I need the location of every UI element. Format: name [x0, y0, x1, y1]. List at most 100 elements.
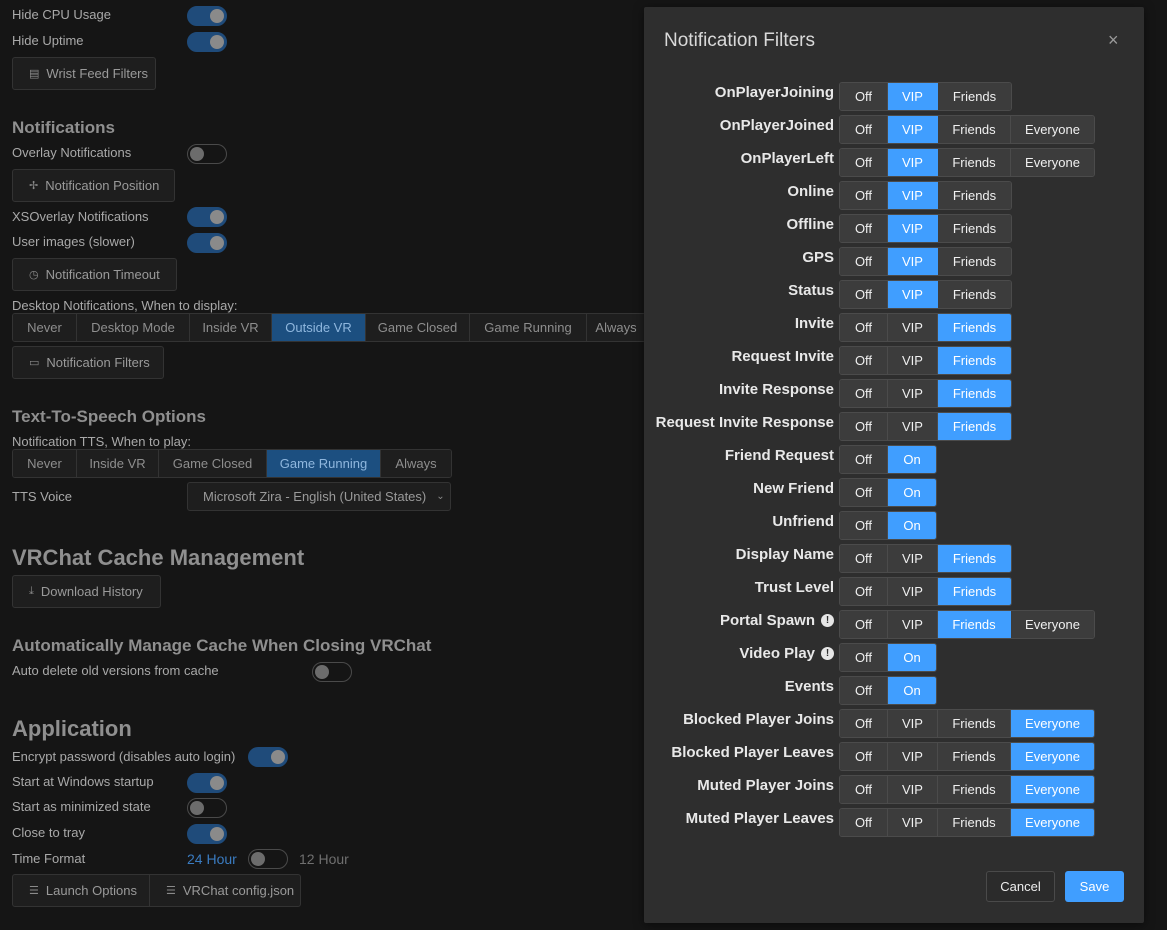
desktop-option-outside-vr[interactable]: Outside VR — [272, 314, 366, 341]
filter-option-off[interactable]: Off — [840, 116, 888, 143]
filter-option-vip[interactable]: VIP — [888, 710, 938, 737]
filter-option-friends[interactable]: Friends — [938, 776, 1011, 803]
encrypt-toggle[interactable] — [248, 747, 288, 767]
filter-option-off[interactable]: Off — [840, 83, 888, 110]
filter-option-off[interactable]: Off — [840, 479, 888, 506]
tts-option-inside-vr[interactable]: Inside VR — [77, 450, 159, 477]
filter-option-everyone[interactable]: Everyone — [1011, 611, 1094, 638]
filter-option-vip[interactable]: VIP — [888, 611, 938, 638]
filter-option-vip[interactable]: VIP — [888, 743, 938, 770]
filter-option-friends[interactable]: Friends — [938, 611, 1011, 638]
filter-option-off[interactable]: Off — [840, 281, 888, 308]
filter-option-friends[interactable]: Friends — [938, 281, 1011, 308]
filter-option-off[interactable]: Off — [840, 413, 888, 440]
filter-option-off[interactable]: Off — [840, 347, 888, 374]
filter-option-friends[interactable]: Friends — [938, 809, 1011, 836]
filter-option-off[interactable]: Off — [840, 248, 888, 275]
user-images-toggle[interactable] — [187, 233, 227, 253]
filter-option-everyone[interactable]: Everyone — [1011, 776, 1094, 803]
filter-option-on[interactable]: On — [888, 446, 936, 473]
filter-option-off[interactable]: Off — [840, 743, 888, 770]
save-button[interactable]: Save — [1065, 871, 1124, 902]
tts-option-game-running[interactable]: Game Running — [267, 450, 381, 477]
filter-option-off[interactable]: Off — [840, 809, 888, 836]
hide-cpu-toggle[interactable] — [187, 6, 227, 26]
filter-option-everyone[interactable]: Everyone — [1011, 743, 1094, 770]
filter-option-off[interactable]: Off — [840, 677, 888, 704]
filter-option-friends[interactable]: Friends — [938, 578, 1011, 605]
filter-option-off[interactable]: Off — [840, 314, 888, 341]
time-format-toggle[interactable] — [248, 849, 288, 869]
overlay-notifications-toggle[interactable] — [187, 144, 227, 164]
hide-uptime-toggle[interactable] — [187, 32, 227, 52]
filter-option-vip[interactable]: VIP — [888, 281, 938, 308]
filter-option-friends[interactable]: Friends — [938, 347, 1011, 374]
desktop-option-inside-vr[interactable]: Inside VR — [190, 314, 272, 341]
filter-option-friends[interactable]: Friends — [938, 182, 1011, 209]
tts-voice-select[interactable]: Microsoft Zira - English (United States)… — [187, 482, 451, 511]
desktop-option-game-closed[interactable]: Game Closed — [366, 314, 470, 341]
tts-option-never[interactable]: Never — [13, 450, 77, 477]
tts-option-always[interactable]: Always — [381, 450, 451, 477]
filter-option-off[interactable]: Off — [840, 776, 888, 803]
filter-option-friends[interactable]: Friends — [938, 413, 1011, 440]
notification-timeout-button[interactable]: ◷ Notification Timeout — [12, 258, 177, 291]
filter-option-vip[interactable]: VIP — [888, 83, 938, 110]
filter-option-off[interactable]: Off — [840, 380, 888, 407]
xsoverlay-toggle[interactable] — [187, 207, 227, 227]
startup-toggle[interactable] — [187, 773, 227, 793]
desktop-option-game-running[interactable]: Game Running — [470, 314, 587, 341]
filter-option-friends[interactable]: Friends — [938, 743, 1011, 770]
filter-option-vip[interactable]: VIP — [888, 116, 938, 143]
filter-option-friends[interactable]: Friends — [938, 215, 1011, 242]
tts-option-game-closed[interactable]: Game Closed — [159, 450, 267, 477]
desktop-option-never[interactable]: Never — [13, 314, 77, 341]
filter-option-vip[interactable]: VIP — [888, 578, 938, 605]
filter-option-friends[interactable]: Friends — [938, 149, 1011, 176]
filter-option-friends[interactable]: Friends — [938, 380, 1011, 407]
filter-option-vip[interactable]: VIP — [888, 809, 938, 836]
vrchat-config-button[interactable]: ☰ VRChat config.json — [149, 874, 301, 907]
wrist-feed-filters-button[interactable]: ▤ Wrist Feed Filters — [12, 57, 156, 90]
filter-option-friends[interactable]: Friends — [938, 545, 1011, 572]
auto-delete-toggle[interactable] — [312, 662, 352, 682]
filter-option-everyone[interactable]: Everyone — [1011, 116, 1094, 143]
filter-option-off[interactable]: Off — [840, 710, 888, 737]
filter-option-vip[interactable]: VIP — [888, 347, 938, 374]
filter-option-friends[interactable]: Friends — [938, 248, 1011, 275]
filter-option-off[interactable]: Off — [840, 215, 888, 242]
filter-option-on[interactable]: On — [888, 677, 936, 704]
notification-filters-button[interactable]: ▭ Notification Filters — [12, 346, 164, 379]
filter-option-everyone[interactable]: Everyone — [1011, 149, 1094, 176]
launch-options-button[interactable]: ☰ Launch Options — [12, 874, 150, 907]
filter-option-everyone[interactable]: Everyone — [1011, 710, 1094, 737]
filter-option-vip[interactable]: VIP — [888, 215, 938, 242]
filter-option-vip[interactable]: VIP — [888, 314, 938, 341]
desktop-option-always[interactable]: Always — [587, 314, 645, 341]
filter-option-vip[interactable]: VIP — [888, 413, 938, 440]
filter-option-off[interactable]: Off — [840, 644, 888, 671]
filter-option-vip[interactable]: VIP — [888, 545, 938, 572]
filter-option-off[interactable]: Off — [840, 578, 888, 605]
filter-option-off[interactable]: Off — [840, 611, 888, 638]
notification-position-button[interactable]: ✢ Notification Position — [12, 169, 175, 202]
filter-option-vip[interactable]: VIP — [888, 380, 938, 407]
download-history-button[interactable]: ⤓ Download History — [12, 575, 161, 608]
filter-option-off[interactable]: Off — [840, 545, 888, 572]
filter-option-off[interactable]: Off — [840, 446, 888, 473]
filter-option-off[interactable]: Off — [840, 149, 888, 176]
filter-option-on[interactable]: On — [888, 479, 936, 506]
filter-option-friends[interactable]: Friends — [938, 83, 1011, 110]
desktop-option-desktop-mode[interactable]: Desktop Mode — [77, 314, 190, 341]
filter-option-vip[interactable]: VIP — [888, 776, 938, 803]
tray-toggle[interactable] — [187, 824, 227, 844]
filter-option-vip[interactable]: VIP — [888, 248, 938, 275]
filter-option-vip[interactable]: VIP — [888, 149, 938, 176]
filter-option-friends[interactable]: Friends — [938, 314, 1011, 341]
filter-option-off[interactable]: Off — [840, 512, 888, 539]
close-icon[interactable]: × — [1108, 30, 1119, 50]
filter-option-friends[interactable]: Friends — [938, 116, 1011, 143]
filter-option-vip[interactable]: VIP — [888, 182, 938, 209]
filter-option-off[interactable]: Off — [840, 182, 888, 209]
filter-option-on[interactable]: On — [888, 512, 936, 539]
